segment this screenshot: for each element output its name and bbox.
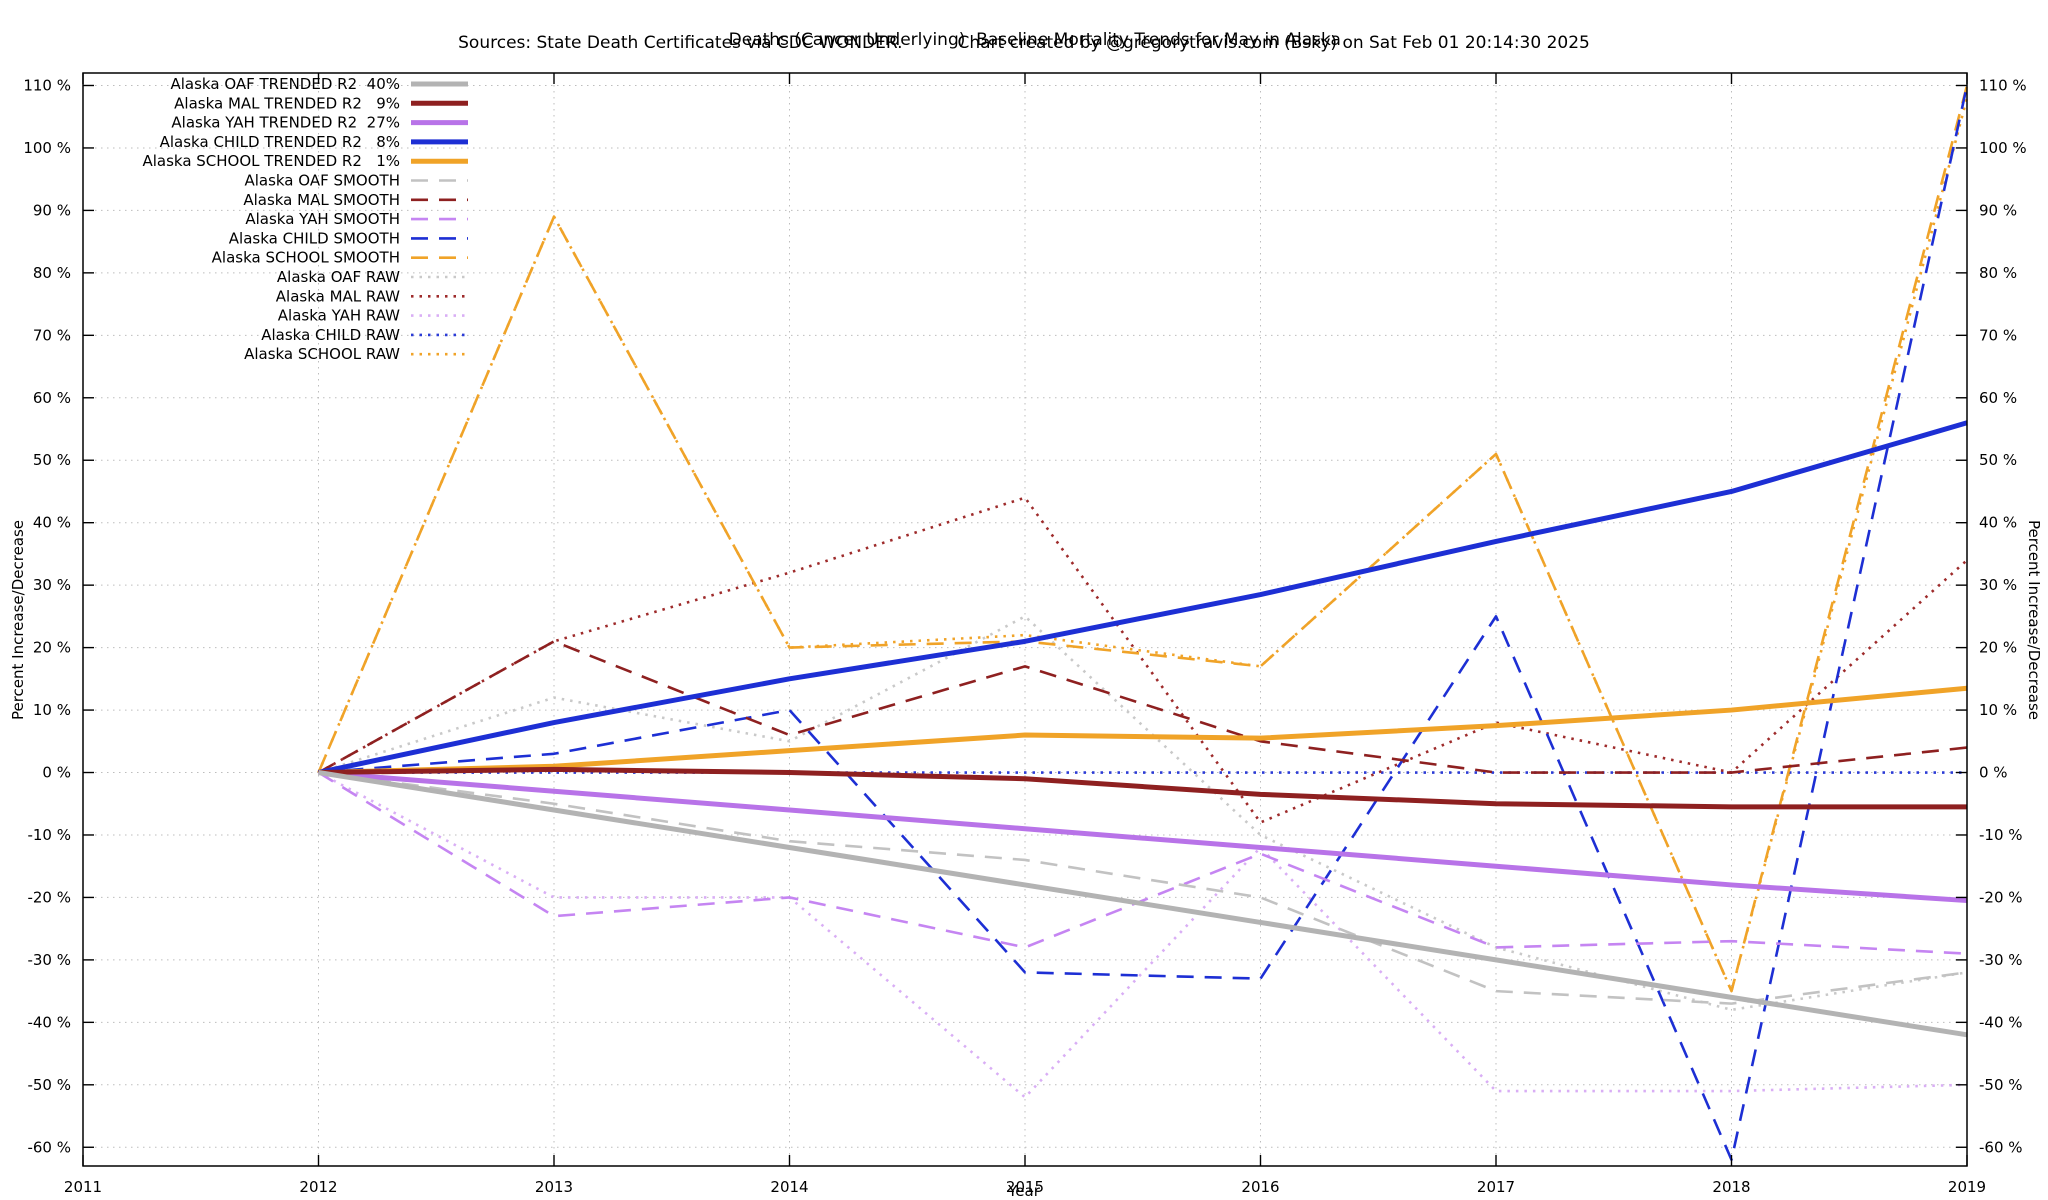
chart-title: Deaths (Cancer Underlying) Baseline Mort…: [0, 10, 2048, 70]
y-tick-label-left: 20 %: [33, 639, 71, 657]
legend-label-school-raw: Alaska SCHOOL RAW: [244, 345, 400, 363]
x-tick-label: 2019: [1948, 1178, 1986, 1196]
y-tick-label-right: 100 %: [1979, 139, 2027, 157]
x-tick-label: 2018: [1712, 1178, 1750, 1196]
series-line-mal-raw: [317, 496, 1968, 824]
series-line-child-smooth: [318, 85, 1969, 1162]
y-tick-label-left: -60 %: [27, 1138, 71, 1156]
y-tick-label-left: 80 %: [33, 264, 71, 282]
y-tick-label-left: 60 %: [33, 389, 71, 407]
series-line-oaf-raw: [318, 615, 1968, 1012]
y-tick-label-left: -50 %: [27, 1076, 71, 1094]
y-tick-label-left: 30 %: [33, 576, 71, 594]
y-tick-label-right: 70 %: [1979, 326, 2017, 344]
legend-label-school-trended: Alaska SCHOOL TRENDED R2 1%: [142, 152, 400, 170]
y-tick-label-right: 110 %: [1979, 76, 2027, 94]
y-tick-label-right: -10 %: [1979, 826, 2023, 844]
y-tick-label-right: -50 %: [1979, 1076, 2023, 1094]
y-axis-label-right: Percent Increase/Decrease: [2025, 519, 2043, 721]
y-tick-label-left: 100 %: [23, 139, 71, 157]
x-tick-label: 2013: [535, 1178, 573, 1196]
series-line-yah-raw: [317, 771, 1968, 1099]
y-tick-label-right: -20 %: [1979, 888, 2023, 906]
y-tick-label-left: -30 %: [27, 951, 71, 969]
chart-credit-text: Chart created by @gregorytravis.com (Bsk…: [957, 33, 1590, 53]
chart-subtitle: Sources: State Death Certificates via CD…: [0, 33, 2048, 53]
x-axis-label: Year: [1008, 1182, 1040, 1200]
chart-title-text: Deaths (Cancer Underlying) Baseline Mort…: [728, 30, 1341, 50]
y-tick-label-left: 50 %: [33, 451, 71, 469]
y-tick-label-right: 10 %: [1979, 701, 2017, 719]
y-tick-label-right: 30 %: [1979, 576, 2017, 594]
legend-label-yah-raw: Alaska YAH RAW: [278, 307, 400, 325]
legend-label-yah-smooth: Alaska YAH SMOOTH: [245, 210, 400, 228]
x-tick-label: 2015: [1006, 1178, 1044, 1196]
series-line-school-raw: [317, 97, 1969, 993]
legend-label-yah-trended: Alaska YAH TRENDED R2 27%: [171, 114, 400, 132]
y-tick-label-right: 50 %: [1979, 451, 2017, 469]
series-line-oaf-trended: [318, 770, 1968, 1038]
series-line-mal-trended: [318, 766, 1967, 810]
legend-label-school-smooth: Alaska SCHOOL SMOOTH: [212, 249, 400, 267]
y-tick-label-left: 10 %: [33, 701, 71, 719]
x-tick-label: 2014: [770, 1178, 808, 1196]
y-axis-label-left: Percent Increase/Decrease: [9, 519, 27, 721]
x-tick-label: 2011: [64, 1178, 102, 1196]
series-line-yah-smooth: [317, 771, 1968, 955]
y-tick-label-left: 70 %: [33, 326, 71, 344]
y-tick-label-right: 20 %: [1979, 639, 2017, 657]
y-tick-label-right: 60 %: [1979, 389, 2017, 407]
legend-label-oaf-trended: Alaska OAF TRENDED R2 40%: [171, 75, 401, 93]
y-tick-label-right: 40 %: [1979, 514, 2017, 532]
legend-label-oaf-smooth: Alaska OAF SMOOTH: [244, 172, 400, 190]
legend-label-mal-smooth: Alaska MAL SMOOTH: [243, 191, 400, 209]
series-line-mal-smooth: [317, 640, 1968, 774]
y-tick-label-right: -30 %: [1979, 951, 2023, 969]
y-tick-label-right: -60 %: [1979, 1138, 2023, 1156]
series-line-school-trended: [318, 685, 1968, 776]
x-tick-label: 2012: [299, 1178, 337, 1196]
legend-label-oaf-raw: Alaska OAF RAW: [277, 268, 400, 286]
y-tick-label-left: -10 %: [27, 826, 71, 844]
y-tick-label-right: 80 %: [1979, 264, 2017, 282]
series-line-oaf-smooth: [318, 771, 1968, 1005]
y-tick-label-left: -20 %: [27, 888, 71, 906]
legend-label-child-trended: Alaska CHILD TRENDED R2 8%: [160, 133, 400, 151]
legend-label-child-smooth: Alaska CHILD SMOOTH: [229, 229, 400, 247]
legend-label-child-raw: Alaska CHILD RAW: [261, 326, 400, 344]
y-tick-label-left: 0 %: [42, 764, 71, 782]
y-tick-label-right: 90 %: [1979, 201, 2017, 219]
series-line-school-smooth: [317, 85, 1969, 993]
chart-sources-text: Sources: State Death Certificates via CD…: [458, 33, 903, 53]
y-tick-label-left: 90 %: [33, 201, 71, 219]
legend-label-mal-trended: Alaska MAL TRENDED R2 9%: [174, 94, 400, 112]
x-tick-label: 2016: [1241, 1178, 1279, 1196]
y-tick-label-right: -40 %: [1979, 1013, 2023, 1031]
series-line-yah-trended: [318, 770, 1968, 904]
y-tick-label-left: -40 %: [27, 1013, 71, 1031]
x-tick-label: 2017: [1477, 1178, 1515, 1196]
legend-label-mal-raw: Alaska MAL RAW: [276, 287, 400, 305]
y-tick-label-right: 0 %: [1979, 764, 2008, 782]
y-tick-label-left: 40 %: [33, 514, 71, 532]
y-tick-label-left: 110 %: [23, 76, 71, 94]
series-line-child-trended: [317, 420, 1968, 775]
